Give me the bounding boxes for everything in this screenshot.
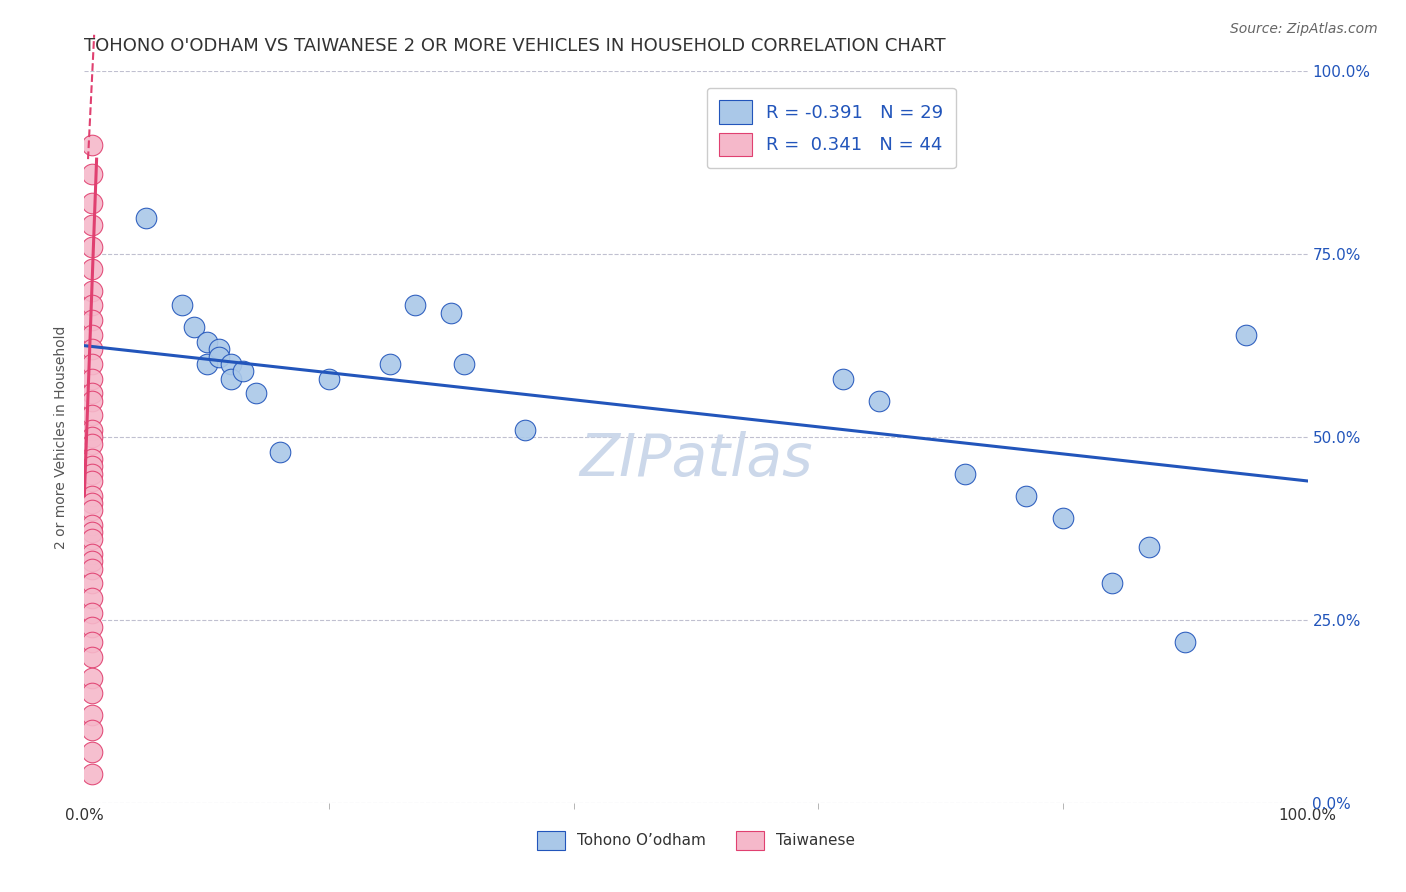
Point: [80, 408, 103, 422]
Point: [80, 437, 103, 451]
Point: [80, 167, 103, 181]
Point: [1015, 489, 1038, 503]
Point: [80, 218, 103, 232]
Point: [831, 371, 853, 385]
Text: ZIPatlas: ZIPatlas: [579, 431, 813, 488]
Point: [80, 620, 103, 634]
Point: [80, 554, 103, 568]
Point: [953, 467, 976, 481]
Point: [80, 459, 103, 474]
Point: [1236, 327, 1258, 342]
Point: [80, 393, 103, 408]
Point: [80, 649, 103, 664]
Point: [80, 745, 103, 759]
Point: [80, 313, 103, 327]
Point: [219, 371, 242, 385]
Point: [80, 430, 103, 444]
Point: [1137, 540, 1160, 554]
Point: [513, 423, 536, 437]
Point: [404, 298, 426, 312]
Point: [80, 261, 103, 276]
Point: [80, 525, 103, 540]
Point: [80, 196, 103, 211]
Point: [183, 320, 205, 334]
Point: [269, 444, 291, 458]
Point: [80, 766, 103, 780]
Point: [380, 357, 402, 371]
Point: [80, 503, 103, 517]
Point: [80, 386, 103, 401]
Point: [453, 357, 475, 371]
Point: [80, 723, 103, 737]
Point: [80, 371, 103, 385]
Point: [80, 547, 103, 561]
Point: [318, 371, 340, 385]
Point: [219, 357, 242, 371]
Point: [80, 327, 103, 342]
Point: [80, 298, 103, 312]
Point: [1052, 510, 1074, 524]
Point: [80, 357, 103, 371]
Point: [80, 562, 103, 576]
Point: [80, 686, 103, 700]
Point: [80, 591, 103, 605]
Point: [80, 672, 103, 686]
Point: [245, 386, 267, 401]
Legend: Tohono O’odham, Taiwanese: Tohono O’odham, Taiwanese: [526, 820, 866, 861]
Point: [80, 284, 103, 298]
Point: [195, 357, 218, 371]
Text: Source: ZipAtlas.com: Source: ZipAtlas.com: [1230, 22, 1378, 37]
Point: [80, 452, 103, 467]
Text: TOHONO O'ODHAM VS TAIWANESE 2 OR MORE VEHICLES IN HOUSEHOLD CORRELATION CHART: TOHONO O'ODHAM VS TAIWANESE 2 OR MORE VE…: [84, 37, 946, 54]
Point: [80, 533, 103, 547]
Point: [80, 606, 103, 620]
Point: [1174, 635, 1197, 649]
Point: [80, 467, 103, 481]
Point: [208, 350, 231, 364]
Point: [80, 517, 103, 532]
Point: [208, 343, 231, 357]
Point: [80, 240, 103, 254]
Point: [80, 496, 103, 510]
Point: [80, 343, 103, 357]
Point: [1101, 576, 1123, 591]
Point: [80, 474, 103, 488]
Point: [80, 137, 103, 152]
Point: [80, 635, 103, 649]
Point: [869, 393, 891, 408]
Point: [80, 489, 103, 503]
Point: [80, 423, 103, 437]
Point: [80, 576, 103, 591]
Point: [172, 298, 194, 312]
Point: [440, 306, 463, 320]
Y-axis label: 2 or more Vehicles in Household: 2 or more Vehicles in Household: [55, 326, 69, 549]
Point: [135, 211, 157, 225]
Point: [232, 364, 254, 378]
Point: [80, 708, 103, 723]
Point: [195, 334, 218, 349]
